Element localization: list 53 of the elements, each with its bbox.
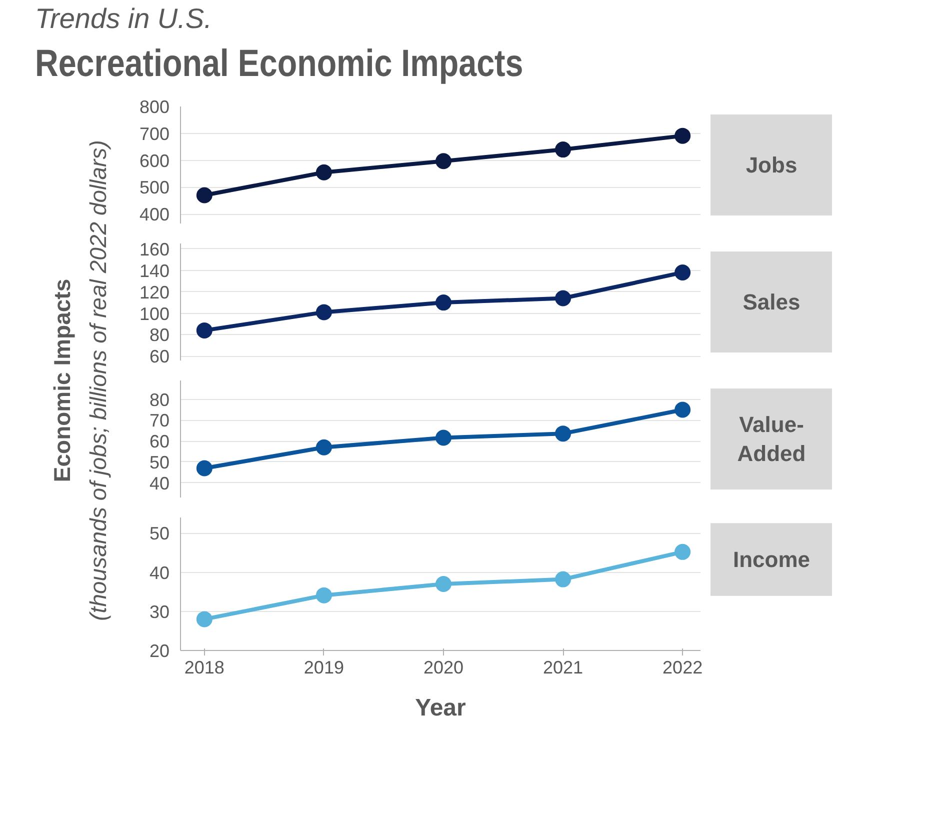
point (674, 544, 691, 560)
point (196, 187, 212, 204)
y-tick-label: 50 (149, 524, 170, 544)
y-tick-label: 140 (139, 260, 170, 281)
y-tick-label: 60 (149, 346, 170, 367)
y-tick-label: 120 (139, 282, 170, 302)
y-tick-label: 40 (149, 473, 170, 494)
point (316, 164, 332, 180)
x-tick-label: 2020 (423, 658, 464, 678)
text: Value-Added (737, 412, 806, 466)
y-tick-label: 20 (149, 641, 170, 661)
point (674, 128, 691, 144)
y-tick-label: 60 (149, 432, 170, 452)
y-tick-label: 80 (149, 325, 170, 346)
y-tick-label: 80 (149, 390, 170, 410)
x-axis-title: Year (415, 694, 466, 722)
point (555, 142, 572, 158)
x-tick-label: 2022 (662, 658, 703, 678)
y-tick-label: 160 (139, 239, 170, 260)
chart-title: Recreational Economic Impacts (35, 43, 524, 85)
point (435, 153, 452, 170)
point (316, 439, 332, 456)
point (316, 587, 332, 604)
y-tick-label: 100 (139, 304, 170, 324)
series-label: Income (732, 546, 810, 572)
text: Jobs (746, 152, 798, 178)
x-tick-label: 2018 (184, 658, 224, 678)
y-tick-label: 400 (139, 204, 170, 225)
text: Sales (742, 290, 800, 314)
point (555, 426, 572, 442)
point (435, 430, 452, 446)
point (674, 264, 691, 280)
y-tick-label: 30 (149, 602, 170, 622)
x-tick-label: 2019 (304, 658, 344, 678)
point (674, 402, 691, 418)
chart-subtitle: Trends in U.S. (35, 3, 212, 34)
y-axis-title: Economic Impacts (thousands of jobs; billions of real 2022 dollars) (49, 140, 111, 621)
y-tick-label: 800 (139, 97, 170, 117)
y-tick-label: 40 (149, 562, 170, 583)
y-tick-label: 70 (149, 410, 170, 431)
point (196, 322, 212, 338)
point (555, 290, 572, 306)
point (316, 304, 332, 320)
y-tick-label: 700 (139, 124, 170, 144)
y-tick-label: 50 (149, 452, 170, 472)
point (196, 611, 212, 628)
point (435, 294, 452, 311)
point (435, 576, 452, 592)
point (555, 571, 572, 588)
y-tick-label: 600 (139, 150, 170, 171)
x-tick-label: 2021 (543, 658, 584, 678)
point (196, 460, 212, 476)
y-tick-label: 500 (139, 178, 170, 198)
